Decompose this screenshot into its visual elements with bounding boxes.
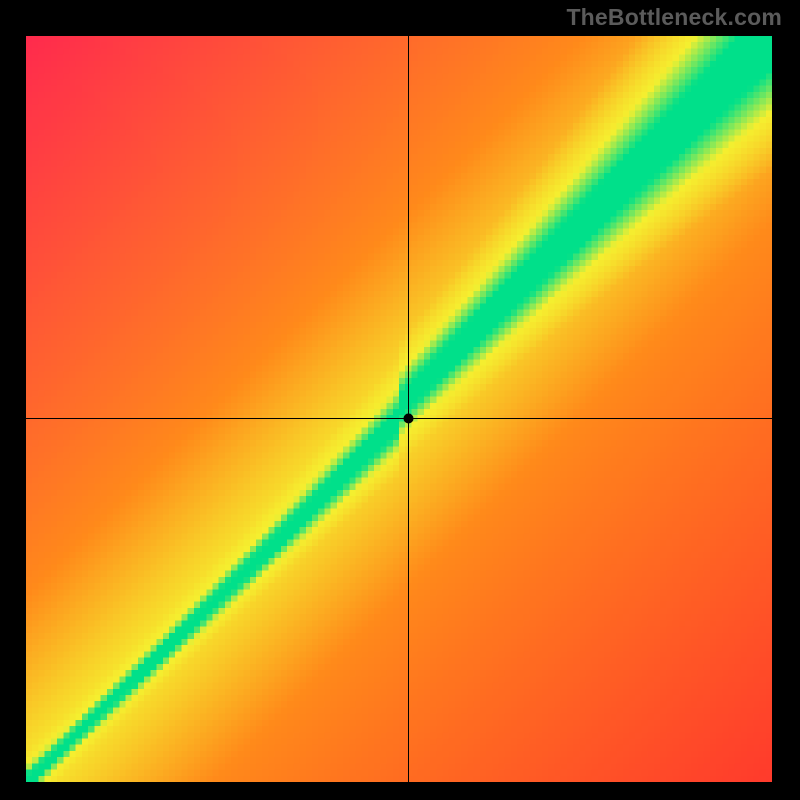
watermark-text: TheBottleneck.com <box>566 4 782 31</box>
root: { "image": { "width": 800, "height": 800… <box>0 0 800 800</box>
crosshair-overlay <box>26 36 772 782</box>
